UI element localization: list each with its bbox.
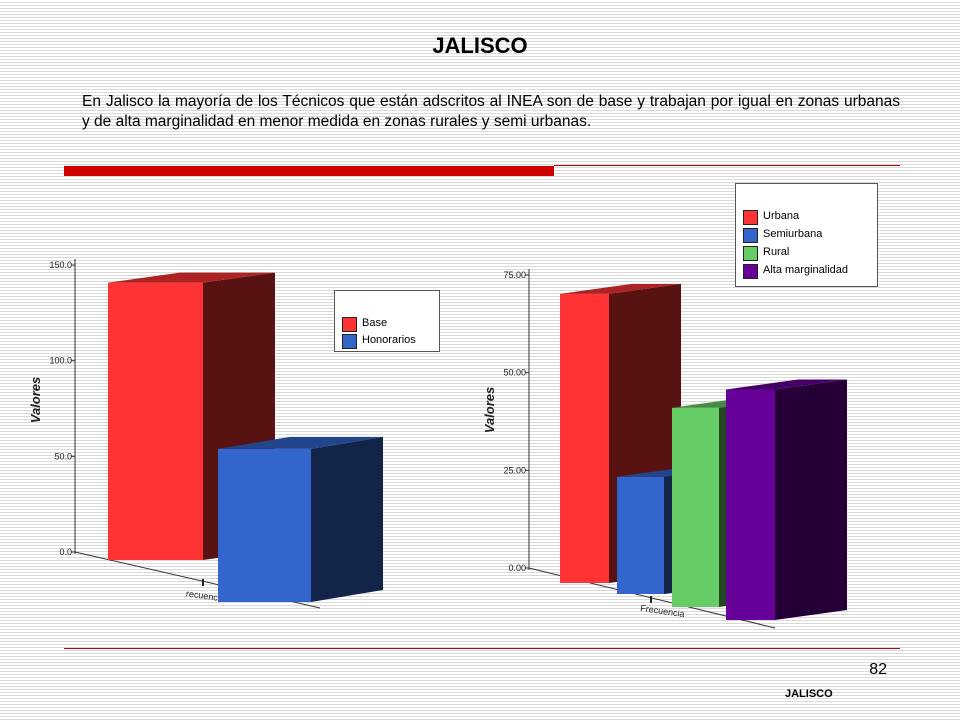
footer-label: JALISCO bbox=[785, 688, 833, 700]
title-accent-bar bbox=[64, 166, 554, 176]
bar-top-urbana bbox=[560, 283, 681, 294]
chart-2-y-axis-label: Valores bbox=[482, 387, 497, 434]
legend-swatch-urbana bbox=[743, 210, 758, 225]
legend-label-honorarios: Honorarios bbox=[362, 334, 416, 346]
legend-swatch-base bbox=[342, 317, 357, 332]
page-title: JALISCO bbox=[432, 33, 528, 58]
bar-top-honorarios bbox=[218, 436, 383, 449]
legend-swatch-rural bbox=[743, 246, 758, 261]
intro-paragraph: En Jalisco la mayoría de los Técnicos qu… bbox=[82, 93, 900, 130]
bar-front-base bbox=[108, 282, 203, 560]
chart-2-y-tick-label: 25.00 bbox=[503, 465, 526, 475]
chart-1-y-axis-label: Valores bbox=[28, 377, 43, 424]
bottom-divider bbox=[64, 648, 900, 649]
bar-top-alta-marginalidad bbox=[726, 379, 847, 390]
bar-side-honorarios bbox=[311, 436, 383, 602]
bar-front-honorarios bbox=[218, 448, 311, 602]
chart-2-y-tick-label: 0.00 bbox=[508, 563, 526, 573]
bar-top-base bbox=[108, 272, 275, 283]
legend-swatch-semiurbana bbox=[743, 228, 758, 243]
chart-2-bar-alta-marginalidad bbox=[726, 379, 847, 620]
legend-swatch-honorarios bbox=[342, 334, 357, 349]
chart-2-y-tick-label: 75.00 bbox=[503, 270, 526, 280]
legend-label-base: Base bbox=[362, 317, 388, 329]
chart-1-legend: Base Honorarios bbox=[334, 290, 440, 352]
chart-1-y-tick-label: 100.0 bbox=[49, 356, 72, 366]
legend-label-semiurbana: Semiurbana bbox=[763, 228, 823, 240]
bar-front-alta-marginalidad bbox=[726, 389, 775, 620]
legend-label-rural: Rural bbox=[763, 246, 790, 258]
chart-2-legend: Urbana Semiurbana Rural Alta marginalida… bbox=[735, 183, 878, 287]
chart-2-y-tick-label: 50.00 bbox=[503, 368, 526, 378]
bar-front-rural bbox=[672, 407, 719, 607]
chart-1-y-tick-label: 50.0 bbox=[54, 451, 72, 461]
bar-front-urbana bbox=[560, 293, 609, 583]
page-number: 82 bbox=[869, 661, 887, 678]
chart-1-y-tick-label: 0.0 bbox=[59, 547, 72, 557]
top-divider bbox=[554, 165, 900, 166]
chart-1-bar-honorarios bbox=[218, 436, 383, 602]
chart-1-y-tick-label: 150.0 bbox=[49, 260, 72, 270]
legend-swatch-alta-marginalidad bbox=[743, 264, 758, 279]
legend-label-urbana: Urbana bbox=[763, 210, 800, 222]
legend-label-alta-marginalidad: Alta marginalidad bbox=[763, 264, 848, 276]
bar-front-semiurbana bbox=[617, 476, 664, 594]
bar-side-alta-marginalidad bbox=[775, 379, 847, 620]
